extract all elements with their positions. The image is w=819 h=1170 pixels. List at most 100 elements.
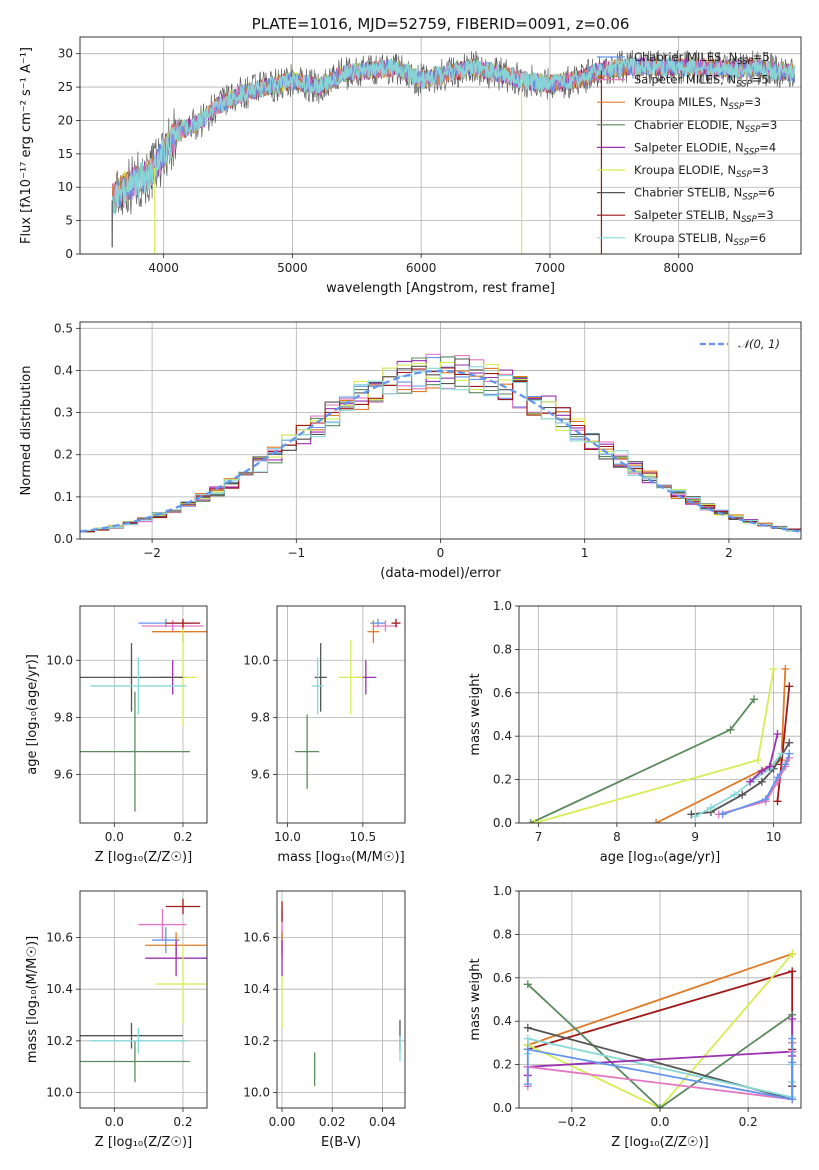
residuals-xtick-label-0: −2 — [143, 546, 161, 560]
age_vs_z-ytick-label-2: 10.0 — [46, 653, 73, 667]
residuals-ylabel: Normed distribution — [19, 366, 34, 496]
weight_vs_age-marker-chabrier_elodie-2 — [750, 695, 758, 704]
age_vs_z-ytick-label-1: 9.8 — [54, 710, 73, 724]
legend-label-3: Chabrier ELODIE, NSSP=3 — [634, 118, 777, 135]
weight_vs_age-marker-kroupa_miles-2 — [781, 664, 790, 673]
spectrum-title: PLATE=1016, MJD=52759, FIBERID=0091, z=0… — [252, 15, 630, 33]
weight_vs_age-marker-salpeter_elodie-0 — [746, 777, 755, 786]
spectrum-ytick-label-2: 10 — [58, 180, 73, 194]
legend-label-6: Chabrier STELIB, NSSP=6 — [634, 186, 775, 203]
age_vs_mass-point-3 — [295, 714, 320, 789]
weight_vs_age-ytick-label-1: 0.2 — [493, 773, 512, 787]
weight_vs_age-xlabel: age [log₁₀(age/yr)] — [600, 850, 721, 865]
age_vs_mass-point-8 — [311, 657, 324, 715]
weight_vs_z-ytick-label-5: 1.0 — [493, 884, 512, 898]
spectrum-lines — [111, 49, 796, 254]
weight_vs_age-ytick-label-4: 0.8 — [493, 642, 512, 656]
weight_vs_z-lines — [523, 949, 797, 1108]
weight_vs_z-ytick-label-3: 0.6 — [493, 971, 512, 985]
weight_vs_z-marker-chabrier_stelib-0 — [523, 1023, 532, 1032]
mass_vs_z-ylabel: mass [log₁₀(M/M☉)] — [25, 936, 40, 1063]
mass_vs_z-ytick-label-3: 10.6 — [46, 931, 73, 945]
age_vs_mass-xtick-label-1: 10.5 — [349, 830, 376, 844]
age_vs_mass-point-5 — [338, 640, 363, 715]
age_vs_z-point-6 — [80, 643, 183, 712]
age_vs_z-point-8 — [90, 657, 187, 715]
legend-label-2: Kroupa MILES, NSSP=3 — [634, 95, 761, 112]
weight_vs_z-marker-chabrier_miles-1 — [523, 1045, 532, 1054]
mass_vs_z-axes: 0.0 0.2 10.0 10.2 10.4 10.6 Z [log₁₀(Z/Z☉)] mas… — [25, 891, 207, 1150]
weight_vs_z-ytick-label-0: 0.0 — [493, 1101, 512, 1115]
weight_vs_age-xtick-label-0: 7 — [535, 830, 543, 844]
weight_vs_z-ytick-label-1: 0.2 — [493, 1058, 512, 1072]
weight_vs_age-ylabel: mass weight — [468, 673, 483, 755]
weight_vs_age-series-salpeter_elodie — [749, 733, 779, 783]
mass_vs_z-ytick-label-0: 10.0 — [46, 1086, 73, 1100]
weight_vs_age-ytick-label-2: 0.4 — [493, 729, 512, 743]
age_vs_mass-xtick-label-0: 10.0 — [274, 830, 301, 844]
mass_vs_z-frame — [79, 890, 208, 1109]
weight_vs_z-marker-salpeter_elodie-4 — [788, 1015, 797, 1024]
weight_vs_age-marker-chabrier_miles-0 — [718, 810, 727, 819]
spectrum-ytick-label-6: 30 — [58, 47, 73, 61]
age_vs_mass-point-6 — [314, 643, 327, 712]
age_vs_mass-point-7 — [391, 618, 401, 628]
residuals-xtick-label-3: 1 — [581, 546, 589, 560]
age_vs_z-xtick-label-0: 0.0 — [105, 830, 124, 844]
weight_vs_age-series-chabrier_stelib — [691, 742, 791, 816]
spectrum-ytick-label-3: 15 — [58, 147, 73, 161]
weight_vs_z-series-chabrier_elodie — [527, 983, 793, 1108]
weight_vs_age-marker-chabrier_miles-3 — [781, 760, 790, 769]
weight_vs_age-series-kroupa_stelib — [694, 753, 783, 818]
residuals-ytick-label-2: 0.2 — [54, 448, 73, 462]
mass_vs_z-point-1 — [138, 909, 187, 941]
residuals-xtick-label-4: 2 — [725, 546, 733, 560]
mass_vs_ebv-xtick-label-0: 0.00 — [269, 1115, 296, 1129]
weight_vs_age-marker-chabrier_miles-1 — [761, 795, 770, 804]
weight_vs_age-marker-salpeter_elodie-3 — [773, 730, 782, 739]
age_vs_z-point-3 — [80, 691, 190, 812]
weight_vs_age-marker-kroupa_miles-0 — [652, 819, 661, 823]
weight_vs_age-ytick-label-0: 0.0 — [493, 816, 512, 830]
spectrum-ytick-label-0: 0 — [65, 247, 73, 261]
residuals-xtick-label-1: −1 — [287, 546, 305, 560]
weight_vs_z-marker-kroupa_elodie-2 — [788, 949, 797, 958]
weight_vs_z-frame — [518, 890, 802, 1109]
age_vs_mass-ytick-label-1: 9.8 — [251, 710, 270, 724]
weight_vs_z-ytick-label-4: 0.8 — [493, 927, 512, 941]
mass_vs_ebv-xtick-label-1: 0.02 — [319, 1115, 346, 1129]
legend-label-7: Salpeter STELIB, NSSP=3 — [634, 208, 774, 225]
weight_vs_age-ytick-label-5: 1.0 — [493, 599, 512, 613]
residuals-frame — [79, 321, 802, 540]
weight_vs_age-marker-salpeter_stelib-0 — [773, 797, 782, 806]
legend-label-5: Kroupa ELODIE, NSSP=3 — [634, 163, 769, 180]
weight_vs_z-marker-chabrier_elodie-0 — [523, 980, 532, 989]
weight_vs_age-xtick-label-3: 10 — [766, 830, 781, 844]
mass_vs_z-xtick-label-1: 0.2 — [173, 1115, 192, 1129]
weight_vs_z-marker-chabrier_elodie-1 — [656, 1104, 664, 1108]
spectrum-ytick-label-5: 25 — [58, 80, 73, 94]
mass_vs_z-point-8 — [90, 1027, 187, 1054]
weight_vs_z-series-kroupa_miles — [527, 953, 793, 1046]
weight_vs_z-xlabel: Z [log₁₀(Z/Z☉)] — [611, 1135, 708, 1150]
age_vs_z-frame — [79, 605, 208, 824]
weight_vs_age-marker-chabrier_elodie-1 — [726, 725, 735, 734]
residuals-xtick-label-2: 0 — [437, 546, 445, 560]
residual-histograms — [80, 353, 801, 533]
spectrum-legend: Chabrier MILES, NSSP=5 Salpeter MILES, NS… — [597, 50, 777, 248]
weight_vs_age-ytick-label-3: 0.6 — [493, 686, 512, 700]
weight_vs_z-marker-salpeter_stelib-1 — [788, 967, 797, 976]
age_vs_z-xlabel: Z [log₁₀(Z/Z☉)] — [95, 850, 192, 865]
mass_vs_z-point-0 — [152, 927, 180, 953]
weight_vs_z-xtick-label-0: −0.2 — [557, 1115, 586, 1129]
spectrum-xlabel: wavelength [Angstrom, rest frame] — [326, 281, 555, 296]
age_vs_z-ylabel: age [log₁₀(age/yr)] — [25, 654, 40, 775]
weight_vs_age-lines — [526, 664, 794, 823]
spectrum-xtick-label-2: 6000 — [406, 261, 437, 275]
weight_vs_age-marker-kroupa_stelib-0 — [691, 812, 700, 821]
weight_vs_age-marker-kroupa_elodie-0 — [530, 819, 539, 823]
weight_vs_age-frame — [518, 605, 802, 824]
age_vs_z-points — [80, 618, 207, 812]
weight_vs_age-marker-salpeter_stelib-2 — [785, 682, 794, 691]
